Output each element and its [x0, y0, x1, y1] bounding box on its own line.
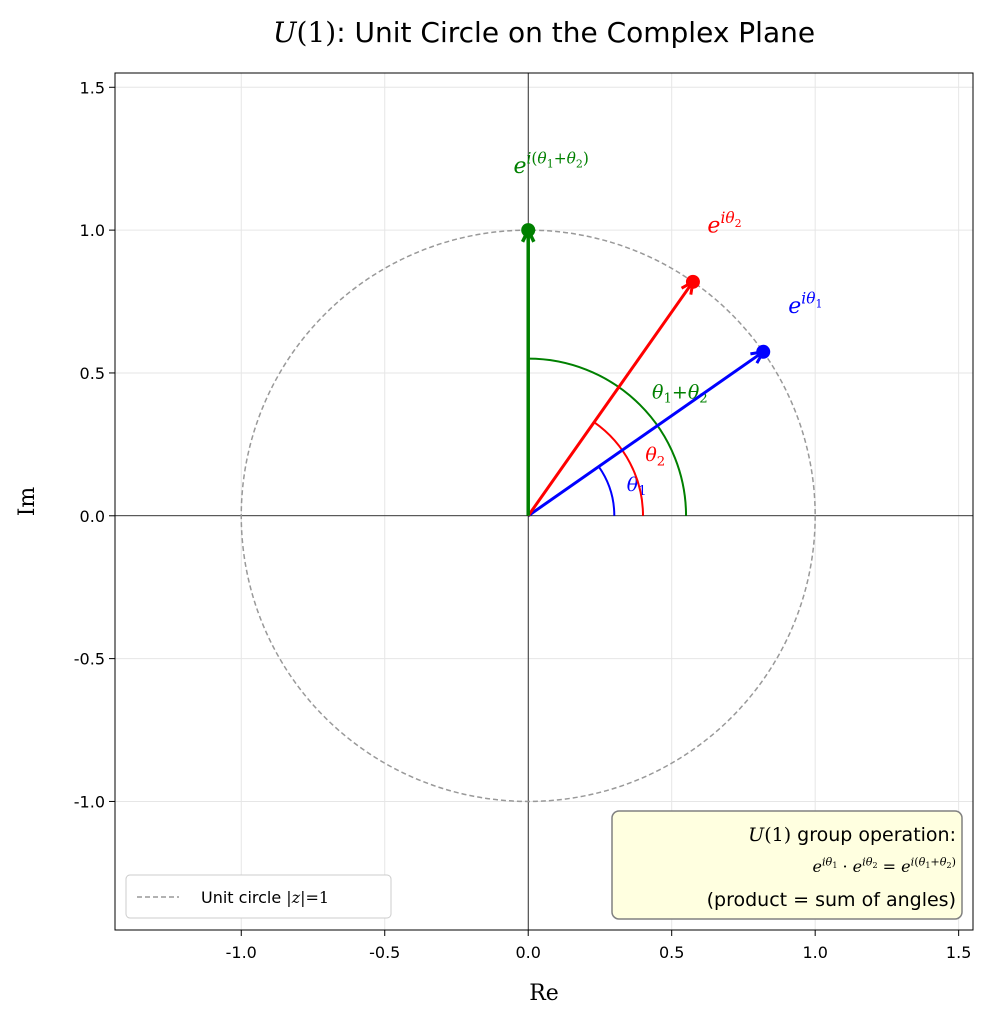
x-tick-label: 0.5 — [659, 943, 684, 962]
text-piece: + — [930, 855, 939, 868]
text-piece: ) — [583, 150, 589, 168]
legend-label: Unit circle |z|=1 — [201, 888, 329, 907]
text-piece: iθ — [822, 855, 833, 868]
x-tick-label: -1.0 — [226, 943, 257, 962]
angle-label: θ1+θ2 — [652, 382, 708, 407]
text-piece: θ — [645, 444, 657, 466]
text-piece: i — [911, 855, 915, 868]
text-piece: 2 — [947, 861, 952, 870]
text-piece: 1 — [815, 297, 822, 310]
text-piece: (1) — [764, 824, 791, 846]
y-tick-label: 1.0 — [80, 221, 105, 240]
annotation-line: (product = sum of angles) — [707, 889, 956, 911]
x-tick-label: 0.0 — [515, 943, 540, 962]
text-piece: iθ — [801, 290, 816, 308]
text-piece: 2 — [699, 392, 707, 407]
text-piece: = — [793, 889, 809, 911]
text-piece: Unit circle — [201, 888, 286, 907]
vector — [527, 350, 765, 518]
text-piece: 1 — [663, 392, 671, 407]
text-piece: U — [273, 16, 298, 49]
text-piece: e — [707, 213, 720, 238]
annotation-line: U(1) group operation: — [748, 824, 956, 846]
text-piece: θ — [537, 150, 547, 168]
text-piece: Re — [529, 981, 559, 1006]
vector-label: ei(θ1+θ2) — [513, 150, 588, 179]
text-piece: e — [901, 857, 910, 876]
text-piece: 2 — [576, 157, 583, 170]
y-tick-label: 1.5 — [80, 78, 105, 97]
legend-box — [125, 874, 392, 919]
text-piece: Im — [15, 487, 40, 517]
text-piece: 2 — [872, 861, 877, 870]
text-piece: e — [788, 294, 801, 319]
text-piece: 2 — [735, 217, 742, 230]
vector-tip — [756, 344, 771, 359]
vector-tip — [521, 223, 536, 238]
text-piece: iθ — [720, 209, 735, 227]
text-piece: ( — [531, 150, 537, 168]
x-axis-label: Re — [529, 981, 559, 1006]
text-piece: θ — [567, 150, 577, 168]
angle-arc — [528, 357, 688, 516]
y-tick-label: -1.0 — [74, 792, 105, 811]
text-piece: (1) — [297, 16, 337, 49]
text-piece: z — [291, 888, 301, 907]
text-piece: e — [813, 857, 822, 876]
text-piece: | — [286, 888, 291, 907]
angle-arc — [597, 466, 616, 516]
text-piece: ) — [952, 855, 956, 868]
vector-label: eiθ2 — [707, 209, 741, 238]
x-tick-label: -0.5 — [369, 943, 400, 962]
text-piece: U — [748, 824, 765, 846]
text-piece: θ — [940, 855, 947, 868]
angle-label: θ2 — [645, 444, 665, 469]
text-piece: = — [878, 857, 902, 876]
vector-label: eiθ1 — [788, 290, 822, 319]
x-tick-label: 1.5 — [946, 943, 971, 962]
text-piece: ( — [914, 855, 918, 868]
text-piece: 1 — [547, 157, 554, 170]
text-piece: e — [853, 857, 862, 876]
chart-title: U(1): Unit Circle on the Complex Plane — [273, 16, 815, 49]
angle-arc — [593, 421, 644, 516]
annotation-line: eiθ1 · eiθ2 = ei(θ1+θ2) — [813, 855, 956, 876]
y-tick-label: 0.0 — [80, 507, 105, 526]
plot-frame — [114, 72, 974, 931]
annotation-box — [611, 810, 963, 920]
vector — [526, 280, 695, 517]
text-piece: θ — [627, 474, 639, 496]
text-piece: |=1 — [300, 888, 329, 907]
text-piece: θ — [919, 855, 926, 868]
text-piece: iθ — [862, 855, 873, 868]
text-piece: group operation: — [791, 824, 956, 846]
y-tick-label: -0.5 — [74, 650, 105, 669]
text-piece: + — [554, 150, 567, 168]
text-piece: · — [837, 857, 852, 876]
text-piece: i — [526, 150, 531, 168]
angle-label: θ1 — [627, 474, 647, 499]
text-piece: 1 — [638, 484, 646, 499]
text-piece: 1 — [832, 861, 837, 870]
text-piece: 2 — [657, 454, 665, 469]
text-piece: + — [672, 382, 688, 404]
text-piece: 1 — [925, 861, 930, 870]
y-axis-label: Im — [15, 487, 40, 517]
text-piece: : Unit Circle on the Complex Plane — [336, 16, 815, 49]
y-tick-label: 0.5 — [80, 364, 105, 383]
text-piece: (product — [707, 889, 794, 911]
text-piece: e — [513, 154, 526, 179]
vector-tip — [685, 274, 700, 289]
text-piece: θ — [652, 382, 664, 404]
text-piece: sum of angles) — [809, 889, 956, 911]
x-tick-label: 1.0 — [802, 943, 827, 962]
